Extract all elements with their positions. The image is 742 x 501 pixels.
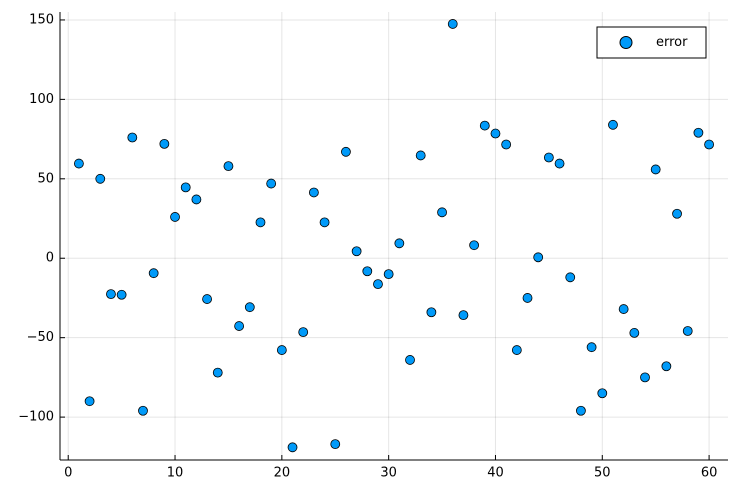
legend: error bbox=[596, 26, 707, 59]
point bbox=[234, 321, 245, 331]
point bbox=[704, 139, 714, 150]
point bbox=[341, 146, 351, 157]
legend-box bbox=[596, 26, 707, 59]
point bbox=[447, 19, 458, 29]
x-tick-label: 0 bbox=[64, 466, 72, 481]
point bbox=[170, 212, 180, 222]
point bbox=[682, 326, 693, 336]
point bbox=[469, 240, 480, 251]
point bbox=[298, 327, 309, 338]
x-tick-label: 20 bbox=[274, 466, 291, 481]
point bbox=[84, 396, 95, 407]
point bbox=[383, 269, 394, 280]
x-tick-label: 40 bbox=[487, 466, 504, 481]
y-tick-label: 150 bbox=[29, 12, 54, 27]
point bbox=[244, 302, 255, 313]
point bbox=[138, 405, 148, 416]
point bbox=[522, 293, 533, 303]
point bbox=[608, 119, 618, 130]
legend-marker bbox=[619, 36, 633, 49]
point bbox=[415, 150, 426, 161]
x-tick-label: 30 bbox=[380, 466, 397, 481]
point bbox=[650, 164, 661, 175]
point bbox=[276, 345, 287, 355]
legend-label: error bbox=[656, 35, 688, 50]
x-tick-label: 10 bbox=[167, 466, 184, 481]
point bbox=[330, 439, 341, 450]
point bbox=[308, 187, 319, 198]
point bbox=[437, 207, 447, 218]
point bbox=[106, 289, 116, 300]
point bbox=[661, 361, 672, 372]
point bbox=[74, 158, 84, 169]
point bbox=[672, 208, 682, 219]
point bbox=[501, 139, 512, 150]
point bbox=[116, 289, 127, 300]
point bbox=[191, 194, 202, 205]
point bbox=[426, 307, 437, 318]
point bbox=[319, 217, 330, 228]
point bbox=[287, 442, 298, 453]
point bbox=[533, 252, 544, 263]
x-tick-label: 60 bbox=[701, 466, 718, 481]
point bbox=[148, 268, 159, 279]
point bbox=[597, 388, 608, 399]
y-tick-label: 100 bbox=[29, 92, 54, 107]
y-tick-label: −100 bbox=[18, 410, 54, 425]
point bbox=[373, 279, 383, 290]
point bbox=[490, 128, 501, 139]
point bbox=[127, 132, 138, 143]
point bbox=[629, 328, 640, 338]
point bbox=[180, 182, 191, 193]
point bbox=[640, 372, 650, 383]
point bbox=[95, 173, 106, 184]
point bbox=[351, 246, 362, 257]
point bbox=[576, 405, 586, 416]
point bbox=[458, 310, 469, 321]
point bbox=[554, 158, 565, 169]
point bbox=[618, 304, 629, 314]
point bbox=[212, 367, 223, 378]
point bbox=[394, 238, 405, 249]
point bbox=[266, 178, 277, 189]
point bbox=[159, 138, 170, 149]
x-tick-label: 50 bbox=[594, 466, 611, 481]
point bbox=[255, 217, 266, 228]
point bbox=[565, 272, 576, 283]
point bbox=[202, 294, 212, 304]
point bbox=[511, 345, 522, 355]
y-tick-label: 50 bbox=[37, 171, 54, 186]
point bbox=[479, 120, 490, 131]
point bbox=[586, 342, 597, 353]
y-tick-label: 0 bbox=[46, 251, 54, 266]
point bbox=[693, 127, 704, 138]
point bbox=[223, 161, 234, 171]
y-tick-label: −50 bbox=[27, 330, 54, 345]
point bbox=[405, 355, 415, 365]
point bbox=[362, 266, 373, 277]
point bbox=[543, 152, 554, 163]
